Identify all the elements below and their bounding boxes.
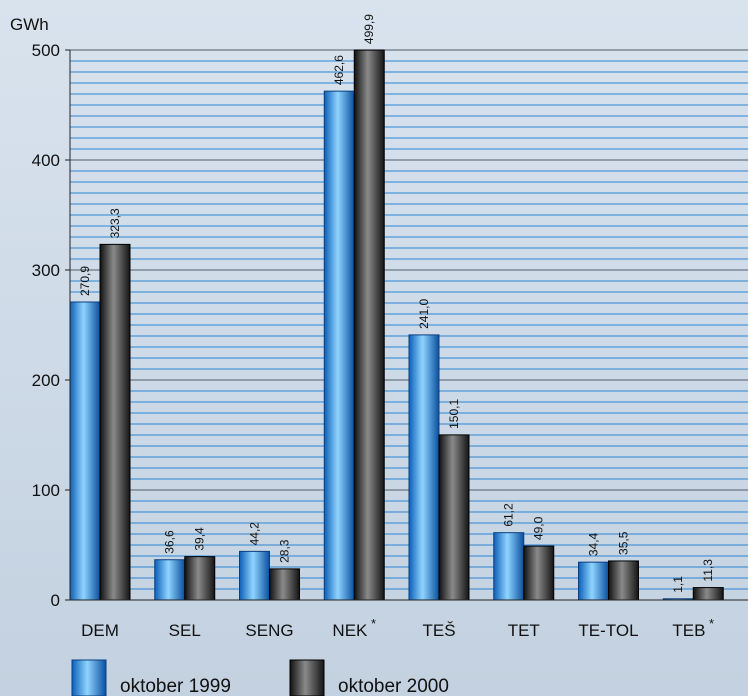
bar-2000 bbox=[523, 545, 555, 601]
data-label: 11,3 bbox=[701, 559, 715, 582]
legend-label-1999: oktober 1999 bbox=[120, 676, 231, 696]
x-category-label: TE-TOL bbox=[578, 621, 638, 640]
data-label: 36,6 bbox=[163, 530, 177, 554]
x-category-label: SEL bbox=[169, 621, 201, 640]
x-category-label: DEM bbox=[81, 621, 119, 640]
data-label: 34,4 bbox=[587, 532, 601, 556]
y-tick-label: 100 bbox=[32, 481, 60, 500]
bar-2000 bbox=[608, 560, 639, 601]
bars bbox=[69, 49, 724, 601]
bar-1999 bbox=[578, 561, 609, 601]
bar-2000 bbox=[438, 434, 470, 601]
legend-item-2000: oktober 2000 bbox=[289, 659, 449, 696]
bar-1999 bbox=[408, 334, 440, 601]
x-category-label: TET bbox=[508, 621, 540, 640]
legend: oktober 1999 oktober 2000 bbox=[71, 659, 449, 696]
data-label: 1,1 bbox=[671, 576, 685, 593]
data-label: 462,6 bbox=[332, 55, 346, 85]
data-label: 270,9 bbox=[78, 266, 92, 296]
y-axis-ticks: 0 100 200 300 400 500 bbox=[32, 41, 70, 610]
bar-2000 bbox=[353, 49, 385, 601]
data-label: 35,5 bbox=[617, 531, 631, 555]
bar-1999 bbox=[493, 532, 525, 601]
legend-swatch-1999 bbox=[71, 659, 107, 696]
x-category-label: SENG bbox=[245, 621, 293, 640]
bar-2000 bbox=[99, 243, 131, 601]
x-category-label: TEŠ bbox=[422, 621, 455, 640]
bar-2000 bbox=[184, 556, 216, 601]
data-label: 28,3 bbox=[278, 539, 292, 563]
legend-label-2000: oktober 2000 bbox=[338, 676, 449, 696]
y-tick-label: 200 bbox=[32, 371, 60, 390]
data-label: 39,4 bbox=[193, 527, 207, 551]
data-label: 323,3 bbox=[108, 208, 122, 238]
y-axis-unit-label: GWh bbox=[10, 15, 49, 34]
legend-item-1999: oktober 1999 bbox=[71, 659, 231, 696]
data-label: 49,0 bbox=[532, 516, 546, 540]
bar-1999 bbox=[69, 301, 101, 601]
y-tick-label: 500 bbox=[32, 41, 60, 60]
y-tick-label: 0 bbox=[51, 591, 60, 610]
bar-2000 bbox=[692, 587, 724, 601]
data-label: 61,2 bbox=[502, 503, 516, 527]
data-labels: 270,9 323,3 36,6 39,4 44,2 28,3 462,6 499,9 241,… bbox=[78, 14, 715, 593]
data-label: 150,1 bbox=[447, 399, 461, 429]
data-label: 44,2 bbox=[248, 522, 262, 546]
bar-2000 bbox=[269, 568, 300, 601]
y-tick-label: 300 bbox=[32, 261, 60, 280]
data-label: 241,0 bbox=[417, 299, 431, 329]
bar-1999 bbox=[239, 550, 270, 601]
bar-1999 bbox=[323, 90, 355, 601]
legend-swatch-2000 bbox=[289, 659, 325, 696]
y-tick-label: 400 bbox=[32, 151, 60, 170]
data-label: 499,9 bbox=[362, 14, 376, 44]
bar-1999 bbox=[154, 559, 186, 601]
